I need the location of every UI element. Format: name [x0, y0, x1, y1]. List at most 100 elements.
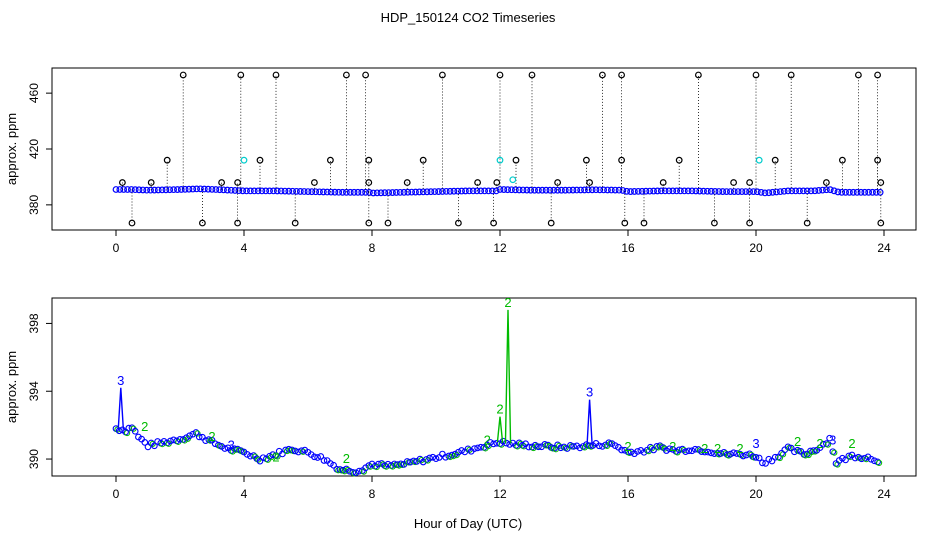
bottom-series-point: [317, 453, 325, 460]
top-baseline-point: [331, 188, 339, 196]
top-baseline-point: [542, 186, 550, 194]
panel-top-marks: [112, 71, 885, 227]
bottom-series-point: [295, 448, 302, 456]
bottom-series-point: [311, 453, 318, 461]
bottom-series-point: [739, 452, 747, 460]
top-baseline-point: [162, 186, 170, 194]
top-xtick-label: 12: [493, 241, 507, 255]
panel-bottom-ylabel: approx. ppm: [4, 351, 19, 423]
top-baseline-point: [680, 187, 688, 195]
bottom-series-point: [867, 455, 875, 463]
bottom-series-point: [426, 454, 433, 462]
top-baseline-point: [435, 188, 442, 195]
top-outlier-high: [237, 71, 245, 79]
top-baseline-point: [185, 185, 193, 193]
top-baseline-point: [419, 188, 427, 196]
panel-top-axes: 0 4 8 12 16 20 24 380 420 460: [27, 83, 891, 255]
top-baseline-point: [246, 187, 254, 195]
bottom-series-point: [455, 448, 462, 456]
top-baseline-point: [239, 187, 247, 195]
top-outlier-low: [490, 219, 498, 227]
top-baseline-point: [469, 187, 477, 195]
bottom-series-point: [115, 427, 123, 435]
top-baseline-point: [807, 187, 815, 195]
top-baseline-point: [669, 187, 677, 195]
top-baseline-point: [554, 186, 561, 194]
top-baseline-point: [346, 188, 354, 196]
top-baseline-point: [124, 186, 131, 193]
top-baseline-point: [400, 188, 408, 196]
top-baseline-point: [373, 189, 381, 197]
bottom-spike-line: [117, 387, 125, 430]
top-baseline-point: [415, 188, 423, 196]
top-baseline-point: [631, 188, 638, 195]
bottom-series-point: [471, 445, 478, 452]
bottom-point-label: 3: [752, 436, 759, 451]
bottom-series-point: [685, 447, 693, 455]
bottom-ytick-label: 398: [27, 313, 41, 333]
top-baseline-point: [611, 186, 619, 194]
bottom-series-point: [202, 437, 209, 444]
top-baseline-point: [508, 186, 515, 194]
top-baseline-point: [869, 188, 876, 196]
top-outlier-low: [711, 219, 718, 227]
top-outlier-mid: [365, 156, 373, 164]
bottom-series-point: [730, 449, 737, 457]
top-baseline-point: [600, 186, 608, 194]
bottom-series-point: [154, 438, 161, 445]
top-baseline-point: [412, 188, 419, 196]
x-axis-label: Hour of Day (UTC): [414, 516, 522, 531]
top-baseline-point: [746, 188, 753, 195]
bottom-series-point: [675, 446, 683, 454]
top-baseline-point: [730, 188, 738, 195]
top-baseline-point: [558, 186, 565, 194]
bottom-secondary-point: [450, 452, 457, 460]
top-outlier-mid: [618, 156, 625, 164]
bottom-series-point: [458, 447, 465, 454]
bottom-series-point: [839, 454, 846, 462]
bottom-secondary-point: [824, 441, 832, 448]
top-baseline-point: [289, 187, 297, 195]
top-baseline-point: [481, 187, 489, 195]
top-baseline-point: [266, 187, 274, 195]
bottom-series-point: [151, 442, 158, 450]
top-baseline-point: [462, 187, 469, 195]
bottom-xtick-label: 8: [369, 487, 376, 501]
top-baseline-point: [158, 186, 166, 194]
top-baseline-point: [293, 187, 300, 195]
top-baseline-point: [642, 187, 650, 195]
bottom-secondary-point: [447, 453, 454, 461]
panel-bottom-frame: [51, 297, 917, 477]
top-baseline-point: [515, 186, 523, 194]
bottom-point-label: 2: [669, 439, 676, 454]
bottom-series-point: [195, 433, 203, 441]
top-baseline-point: [757, 188, 765, 196]
bottom-series-point: [407, 458, 414, 466]
top-baseline-point: [392, 189, 400, 196]
top-outlier-low: [746, 219, 753, 227]
top-outlier-near: [147, 179, 155, 186]
top-baseline-point: [654, 187, 661, 195]
top-baseline-point: [696, 187, 704, 195]
bottom-series-point: [688, 447, 696, 455]
top-baseline-point: [296, 188, 304, 195]
top-baseline-point: [300, 188, 308, 195]
bottom-secondary-point: [831, 449, 838, 456]
top-outlier-near: [659, 179, 667, 186]
top-baseline-point: [657, 187, 665, 195]
top-baseline-point: [442, 187, 450, 195]
top-baseline-point: [350, 188, 358, 196]
bottom-series-point: [330, 461, 337, 469]
top-baseline-point: [427, 188, 435, 196]
top-baseline-point: [838, 188, 846, 196]
top-baseline-point: [258, 187, 266, 195]
bottom-point-label: 2: [816, 436, 823, 451]
top-baseline-point: [319, 188, 327, 196]
top-outlier-high: [343, 71, 350, 79]
top-outlier-near: [823, 179, 830, 186]
top-outlier-near: [730, 179, 737, 186]
top-baseline-point: [339, 188, 346, 196]
top-outlier-mid: [874, 156, 881, 164]
top-outlier-low: [803, 219, 811, 227]
